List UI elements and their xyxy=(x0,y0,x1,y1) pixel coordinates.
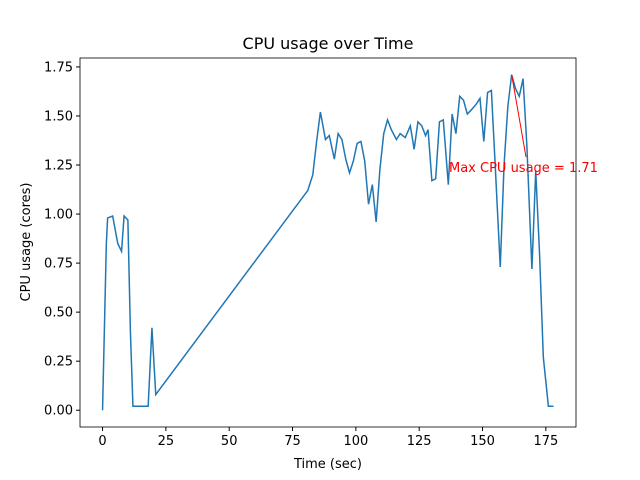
annotation-arrow xyxy=(511,74,527,158)
y-tick-label: 0.00 xyxy=(44,404,73,419)
y-tick-label: 0.50 xyxy=(44,306,73,321)
y-tick-label: 0.25 xyxy=(44,355,73,370)
y-tick-label: 1.00 xyxy=(44,208,73,223)
x-tick-label: 150 xyxy=(470,434,495,449)
annotation: Max CPU usage = 1.71 xyxy=(449,161,598,176)
y-tick-label: 0.75 xyxy=(44,257,73,272)
y-tick-label: 1.25 xyxy=(44,159,73,174)
plot-frame xyxy=(79,57,577,428)
x-tick-label: 75 xyxy=(284,434,301,449)
x-tick-label: 50 xyxy=(221,434,238,449)
x-tick-label: 175 xyxy=(533,434,558,449)
x-tick-label: 100 xyxy=(343,434,368,449)
y-axis-label: CPU usage (cores) xyxy=(19,183,34,302)
chart-title: CPU usage over Time xyxy=(243,34,414,53)
x-tick-label: 0 xyxy=(98,434,106,449)
x-tick-label: 25 xyxy=(158,434,175,449)
x-axis-label: Time (sec) xyxy=(293,457,362,472)
y-tick-label: 1.75 xyxy=(44,60,73,75)
data-line xyxy=(101,74,554,411)
y-tick-label: 1.50 xyxy=(44,109,73,124)
x-tick-label: 125 xyxy=(407,434,432,449)
